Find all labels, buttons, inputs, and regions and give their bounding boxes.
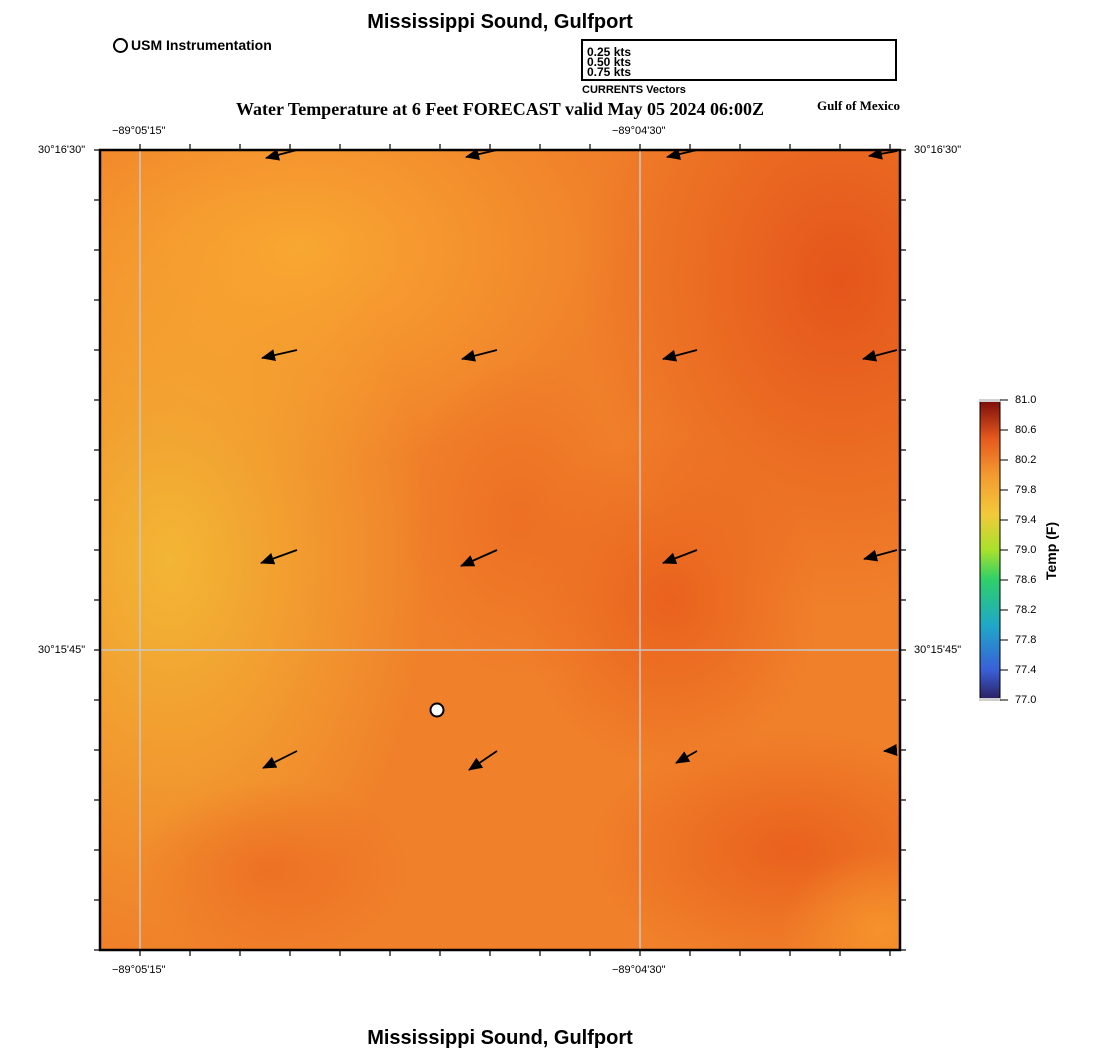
colorbar-tick-label: 79.0: [1015, 544, 1037, 556]
current-vector: [265, 150, 298, 161]
current-vector: [260, 549, 298, 565]
current-vector: [863, 549, 898, 562]
lon-label-bottom: −89°04'30": [612, 964, 666, 976]
colorbar-tick-label: 77.4: [1015, 664, 1037, 676]
current-vector: [461, 349, 498, 362]
lat-label-left: 30°15'45": [38, 644, 86, 656]
vector-legend-label: 0.75 kts: [587, 65, 632, 79]
station-legend: USM Instrumentation: [113, 37, 272, 53]
colorbar-tick-label: 79.8: [1015, 484, 1037, 496]
region-label: Gulf of Mexico: [816, 98, 900, 113]
current-vector: [465, 150, 498, 160]
current-vector: [868, 150, 898, 160]
station-legend-circle-icon: [113, 37, 128, 53]
colorbar-tick-label: 79.4: [1015, 514, 1037, 526]
map-title-bottom: Mississippi Sound, Gulfport: [367, 1027, 633, 1049]
colorbar-tick-label: 78.6: [1015, 574, 1037, 586]
temperature-field: [100, 150, 900, 950]
map-title: Mississippi Sound, Gulfport: [367, 11, 633, 33]
vector-legend-label: 0.50 kts: [587, 55, 632, 69]
map-subtitle: Water Temperature at 6 Feet FORECAST val…: [236, 99, 764, 119]
colorbar-tick-label: 77.8: [1015, 634, 1037, 646]
current-vector: [468, 750, 498, 771]
current-vector: [262, 750, 298, 769]
colorbar-tick-label: 77.0: [1015, 694, 1037, 706]
colorbar-tick-label: 80.6: [1015, 424, 1037, 436]
usm-station-marker[interactable]: [429, 702, 445, 718]
colorbar-tick-label: 78.2: [1015, 604, 1037, 616]
current-vector: [666, 150, 698, 160]
colorbar-tick-label: 81.0: [1015, 394, 1037, 406]
lat-label-right: 30°16'30": [914, 144, 962, 156]
frame-ticks: [94, 144, 906, 956]
current-vector: [662, 349, 698, 362]
current-vector: [662, 549, 698, 564]
current-vector: [261, 349, 298, 361]
station-legend-label: USM Instrumentation: [131, 37, 272, 53]
lon-label-bottom: −89°05'15": [112, 964, 166, 976]
colorbar-title: Temp (F): [1043, 521, 1059, 580]
vector-legend-caption: CURRENTS Vectors: [582, 84, 686, 96]
colorbar: [979, 399, 1008, 701]
graticule: [100, 150, 900, 950]
lon-label-top: −89°05'15": [112, 125, 166, 137]
current-vector: [862, 349, 898, 362]
lat-label-left: 30°16'30": [38, 144, 86, 156]
current-vector: [460, 549, 498, 567]
lon-label-top: −89°04'30": [612, 125, 666, 137]
lat-label-right: 30°15'45": [914, 644, 962, 656]
current-vector: [675, 750, 698, 764]
vector-legend-box: 0.25 kts 0.50 kts 0.75 kts: [581, 39, 897, 81]
current-vectors: [260, 150, 898, 771]
vector-legend-label: 0.25 kts: [587, 45, 632, 59]
current-vector: [883, 744, 898, 756]
colorbar-tick-label: 80.2: [1015, 454, 1037, 466]
